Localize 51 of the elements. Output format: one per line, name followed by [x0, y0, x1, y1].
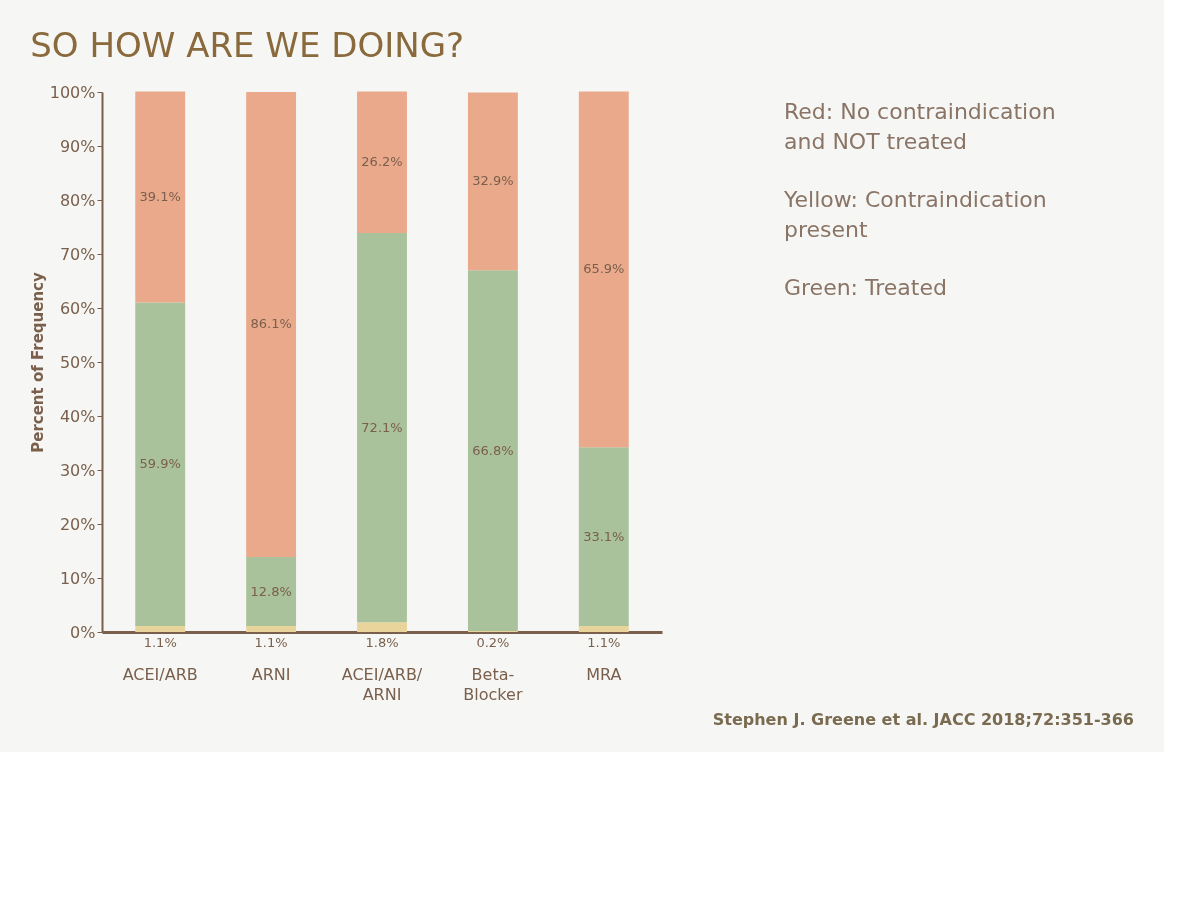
y-tick-label: 100% [49, 82, 96, 102]
x-tick-label: ACEI/ARB/ARNI [341, 664, 423, 704]
bar [467, 92, 518, 271]
y-tick-label: 80% [59, 190, 96, 210]
y-tick-label: 90% [59, 136, 96, 156]
y-tick-label: 70% [59, 244, 96, 264]
text: Yellow: Contraindication present [783, 187, 1047, 242]
y-tick-label: 60% [59, 298, 96, 318]
data-label: 32.9% [472, 173, 514, 189]
bar [357, 622, 407, 632]
x-tick-label: Beta-Blocker [463, 664, 523, 704]
bar [578, 91, 629, 448]
data-label: 1.8% [365, 635, 399, 650]
data-label: 72.1% [361, 419, 403, 435]
y-tick-label: 30% [59, 460, 96, 480]
y-tick-label: 10% [59, 568, 96, 588]
y-axis-title: Percent of Frequency [28, 272, 47, 453]
bar [135, 302, 186, 627]
bar [246, 92, 297, 557]
text: Green: Treated [784, 275, 947, 300]
data-label: 39.1% [139, 189, 181, 205]
bar [357, 91, 407, 233]
data-label: 1.1% [143, 635, 177, 650]
data-label: 65.9% [583, 261, 625, 277]
x-tick-label: MRA [586, 664, 622, 684]
bar [246, 626, 297, 632]
bar [357, 232, 407, 623]
data-label: 59.9% [139, 456, 181, 472]
bar [578, 626, 629, 632]
data-label: 33.1% [583, 528, 625, 544]
data-label: 1.1% [587, 635, 621, 650]
bar [135, 626, 186, 632]
data-label: 26.2% [361, 154, 403, 170]
bar [246, 556, 297, 627]
y-tick-label: 50% [59, 352, 96, 372]
y-tick-label: 20% [59, 514, 96, 534]
data-label: 12.8% [250, 583, 292, 599]
data-label: 0.2% [476, 635, 510, 650]
chart-title: SO HOW ARE WE DOING? [30, 25, 465, 65]
bar [135, 91, 186, 303]
bar [467, 270, 518, 631]
data-label: 1.1% [254, 635, 288, 650]
x-tick-label: ARNI [251, 664, 291, 684]
y-tick-label: 0% [70, 622, 96, 642]
text: Stephen J. Greene et al. JACC 2018;72:351-366 [712, 710, 1134, 729]
x-tick-label: ACEI/ARB [122, 664, 198, 684]
text: Red: No contraindication and NOT treated [784, 99, 1056, 154]
data-label: 86.1% [250, 316, 292, 332]
y-tick-label: 40% [59, 406, 96, 426]
data-label: 66.8% [472, 442, 514, 458]
bar [578, 447, 629, 627]
